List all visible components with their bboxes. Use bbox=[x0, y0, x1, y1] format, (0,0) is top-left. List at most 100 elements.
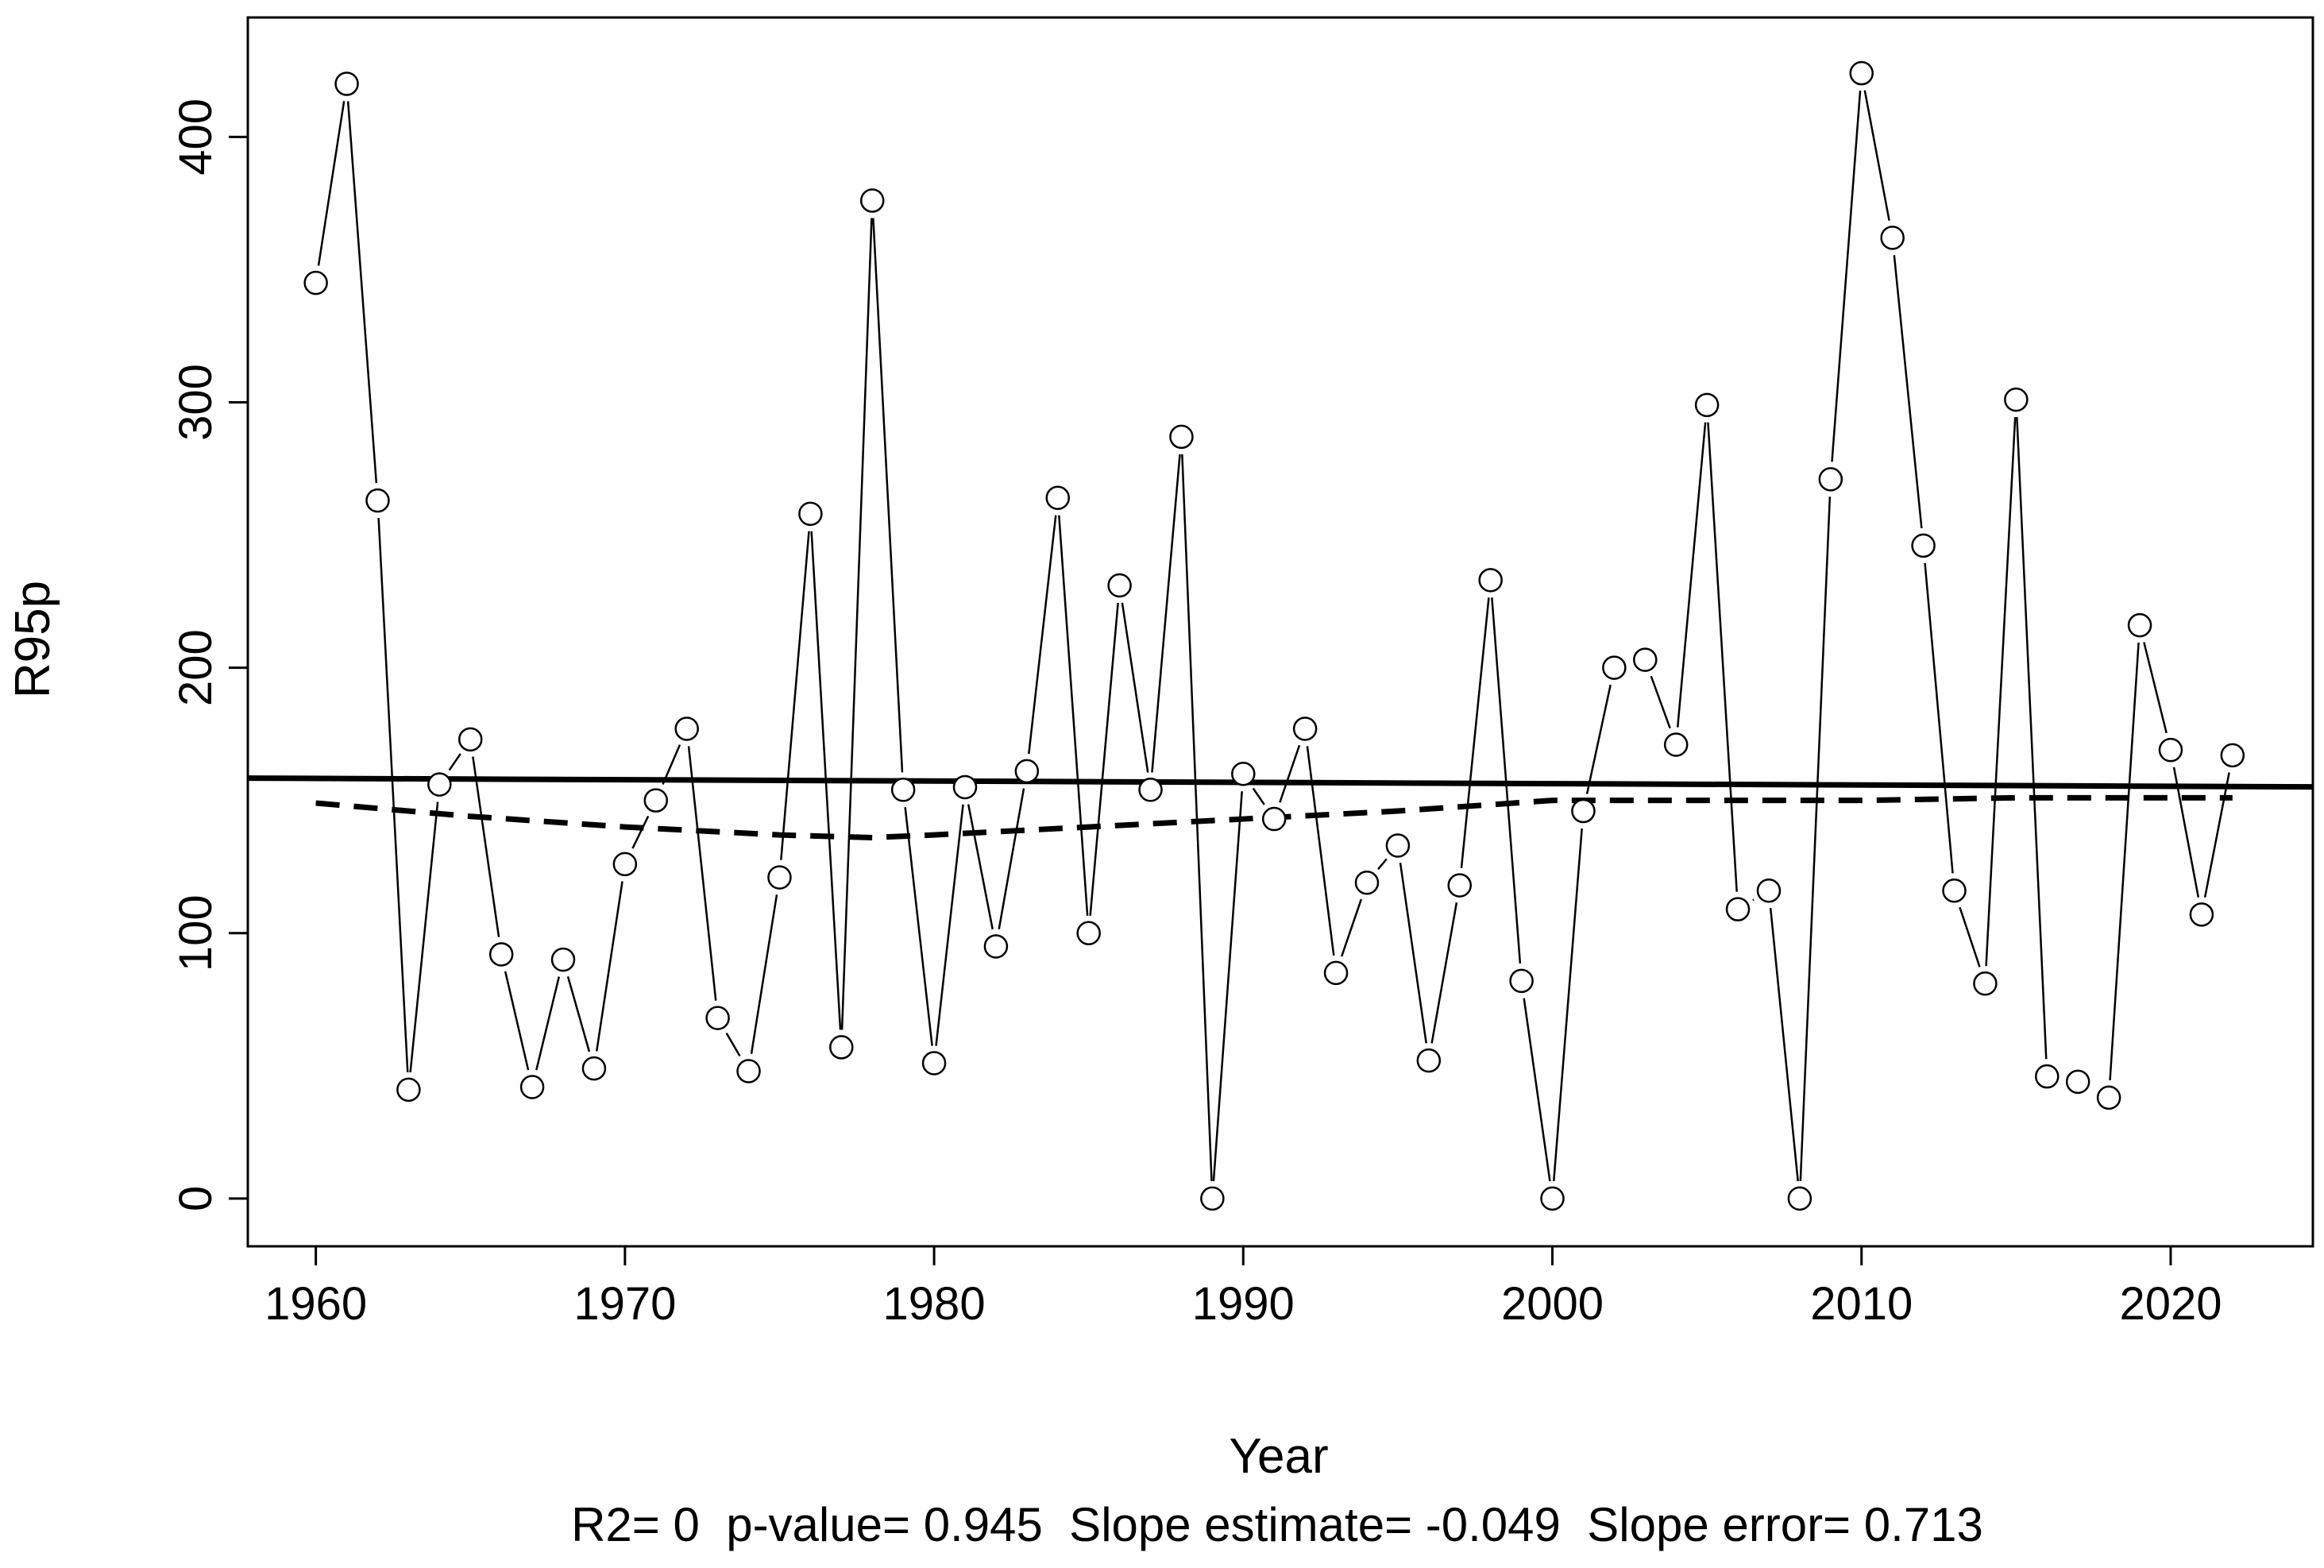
data-point bbox=[1200, 1186, 1225, 1211]
x-tick-label: 1960 bbox=[264, 1278, 367, 1330]
data-point bbox=[1076, 921, 1101, 945]
data-point bbox=[1725, 897, 1751, 921]
series-segment bbox=[780, 531, 810, 860]
data-point bbox=[798, 501, 823, 527]
data-point bbox=[2189, 902, 2214, 927]
data-point bbox=[643, 788, 669, 813]
data-point bbox=[1633, 647, 1658, 672]
series-segment bbox=[750, 894, 778, 1054]
series-segment bbox=[1959, 906, 1981, 967]
data-point bbox=[1787, 1186, 1812, 1211]
data-point bbox=[1107, 573, 1132, 598]
series-segment bbox=[1585, 684, 1612, 794]
y-tick-label: 200 bbox=[170, 629, 222, 706]
data-point bbox=[303, 270, 328, 295]
series-segment bbox=[1279, 744, 1301, 803]
series-segment bbox=[1028, 515, 1057, 755]
series-segment bbox=[662, 744, 681, 785]
series-segment bbox=[998, 788, 1025, 929]
series-segment bbox=[448, 753, 461, 771]
series-segment bbox=[1799, 496, 1832, 1181]
data-point bbox=[2035, 1064, 2060, 1089]
y-tick-label: 0 bbox=[170, 1186, 222, 1211]
series-segment bbox=[1676, 422, 1707, 728]
series-segment bbox=[1831, 91, 1862, 462]
series-segment bbox=[631, 815, 650, 849]
series-segment bbox=[1650, 675, 1671, 729]
data-point bbox=[1323, 960, 1349, 986]
series-connecting-line bbox=[317, 90, 2230, 1182]
series-segment bbox=[346, 101, 378, 484]
series-segment bbox=[1306, 746, 1335, 956]
x-tick-label: 1970 bbox=[573, 1278, 676, 1330]
x-tick-label: 1990 bbox=[1192, 1278, 1295, 1330]
series-segment bbox=[472, 756, 500, 937]
series-segment bbox=[1089, 602, 1119, 916]
data-point bbox=[890, 778, 916, 802]
series-segment bbox=[1212, 791, 1243, 1182]
data-point bbox=[2220, 743, 2245, 768]
series-segment bbox=[1341, 898, 1363, 957]
series-segment bbox=[1058, 515, 1089, 916]
series-segment bbox=[1252, 787, 1265, 805]
data-point bbox=[674, 716, 699, 741]
series-segment bbox=[1924, 562, 1954, 874]
series-segment bbox=[904, 807, 933, 1046]
data-point bbox=[767, 865, 792, 890]
data-point bbox=[612, 852, 638, 877]
data-point bbox=[1014, 759, 1040, 784]
data-point bbox=[427, 772, 452, 797]
series-segment bbox=[1893, 255, 1923, 529]
series-segment bbox=[1399, 863, 1427, 1044]
x-tick-label: 1980 bbox=[883, 1278, 986, 1330]
data-point bbox=[1138, 778, 1163, 802]
series-segment bbox=[967, 804, 994, 930]
data-point bbox=[1849, 60, 1874, 86]
data-point bbox=[365, 488, 390, 513]
data-point bbox=[1385, 833, 1411, 858]
series-segment bbox=[317, 101, 346, 266]
data-point bbox=[1756, 879, 1782, 903]
data-point bbox=[1540, 1186, 1565, 1211]
y-tick-label: 300 bbox=[170, 364, 222, 441]
series-segment bbox=[935, 804, 964, 1046]
series-segment bbox=[840, 218, 873, 1030]
data-point bbox=[1942, 879, 1967, 903]
data-point bbox=[334, 71, 359, 96]
series-segment bbox=[1863, 90, 1890, 221]
fit-lines bbox=[247, 775, 2314, 840]
stats-text: R2= 0 p-value= 0.945 Slope estimate= -0.… bbox=[571, 1498, 1983, 1551]
series-points bbox=[303, 60, 2245, 1211]
series-segment bbox=[2172, 767, 2200, 898]
series-segment bbox=[2016, 417, 2048, 1060]
data-point bbox=[1231, 762, 1256, 786]
series-segment bbox=[725, 1033, 741, 1057]
data-point bbox=[1571, 798, 1596, 824]
data-point bbox=[705, 1006, 730, 1030]
data-point bbox=[859, 188, 885, 213]
y-axis: 0 100 200 300 400 bbox=[170, 98, 249, 1211]
data-point bbox=[921, 1051, 947, 1076]
series-segment bbox=[2109, 643, 2140, 1081]
data-point bbox=[488, 942, 514, 967]
data-point bbox=[983, 934, 1009, 959]
data-point bbox=[736, 1059, 761, 1083]
series-segment bbox=[687, 746, 717, 1001]
data-point bbox=[1416, 1048, 1442, 1073]
data-point bbox=[1602, 655, 1627, 680]
series-segment bbox=[1181, 454, 1213, 1181]
y-tick-label: 100 bbox=[170, 894, 222, 971]
series-segment bbox=[1430, 902, 1458, 1044]
data-point bbox=[1478, 568, 1503, 593]
x-axis: 1960 1970 1980 1990 2000 2010 2020 bbox=[264, 1245, 2222, 1330]
series-segment bbox=[1553, 828, 1583, 1182]
series-segment bbox=[1707, 422, 1738, 892]
data-point bbox=[1169, 424, 1194, 450]
data-point bbox=[2158, 737, 2183, 763]
data-point bbox=[1292, 716, 1318, 741]
data-point bbox=[1447, 873, 1472, 898]
data-point bbox=[1694, 392, 1720, 418]
series-segment bbox=[1121, 602, 1149, 773]
series-segment bbox=[409, 801, 439, 1073]
